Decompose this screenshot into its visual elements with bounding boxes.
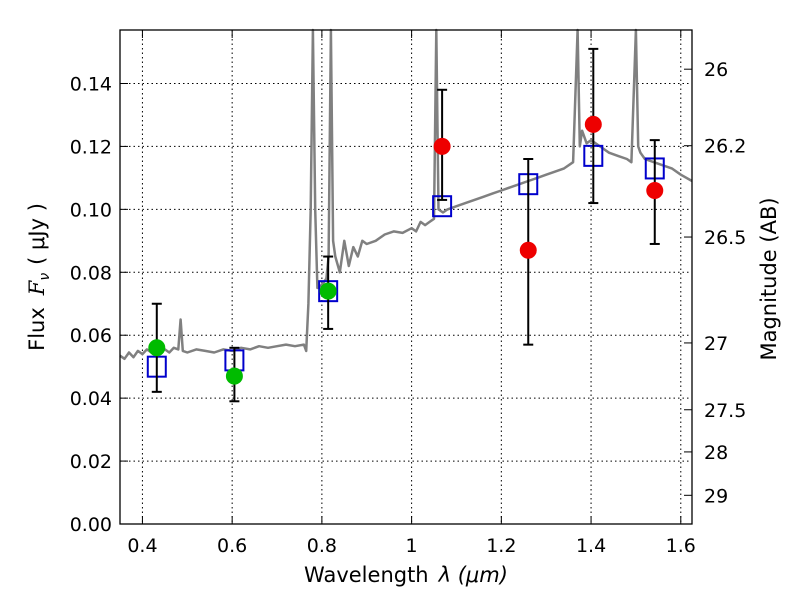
observed-marker — [519, 241, 537, 259]
y-tick-label: 0.12 — [70, 136, 112, 158]
mag-tick-label: 26.5 — [704, 227, 746, 249]
data-point — [519, 158, 537, 346]
observed-marker — [319, 282, 337, 300]
mag-tick-label: 27.5 — [704, 400, 746, 422]
y-axis-label: FluxFν( μJy ) — [25, 203, 53, 351]
axis-ticks: 0.4 0.6 0.8 1 1.2 1.4 1.6 0.00 0.02 0.04 0.06 0.08 0… — [70, 30, 746, 557]
observed-marker — [433, 137, 451, 155]
x-tick-label: 1.6 — [666, 535, 696, 557]
data-point — [319, 255, 337, 330]
right-axis-label: Magnitude (AB) — [757, 197, 781, 360]
data-point — [433, 88, 451, 201]
x-tick-label: 1 — [406, 535, 418, 557]
data-point — [584, 47, 602, 205]
data-point — [225, 346, 243, 403]
axes-frame — [119, 29, 693, 525]
x-tick-label: 0.6 — [217, 535, 247, 557]
y-tick-label: 0.00 — [70, 514, 112, 536]
observed-marker — [584, 115, 602, 133]
plot-area — [119, 28, 693, 403]
x-tick-label: 0.8 — [307, 535, 337, 557]
mag-tick-label: 26.2 — [704, 136, 746, 158]
data-point — [646, 139, 664, 245]
observed-marker — [148, 339, 166, 357]
mag-tick-label: 27 — [704, 333, 728, 355]
x-tick-label: 1.2 — [486, 535, 516, 557]
y-tick-label: 0.10 — [70, 199, 112, 221]
mag-tick-label: 29 — [704, 485, 728, 507]
y-tick-label: 0.04 — [70, 388, 112, 410]
observed-marker — [225, 367, 243, 385]
x-tick-label: 0.4 — [127, 535, 157, 557]
mag-tick-label: 28 — [704, 442, 728, 464]
y-tick-label: 0.06 — [70, 325, 112, 347]
y-tick-label: 0.08 — [70, 262, 112, 284]
observed-marker — [646, 181, 664, 199]
x-axis-label: Wavelength λ (μm) — [304, 563, 508, 587]
spectrum-line — [119, 28, 693, 361]
y-tick-label: 0.14 — [70, 73, 112, 95]
y-tick-label: 0.02 — [70, 451, 112, 473]
mag-tick-label: 26 — [704, 59, 728, 81]
x-tick-label: 1.4 — [576, 535, 606, 557]
data-point — [148, 302, 166, 393]
